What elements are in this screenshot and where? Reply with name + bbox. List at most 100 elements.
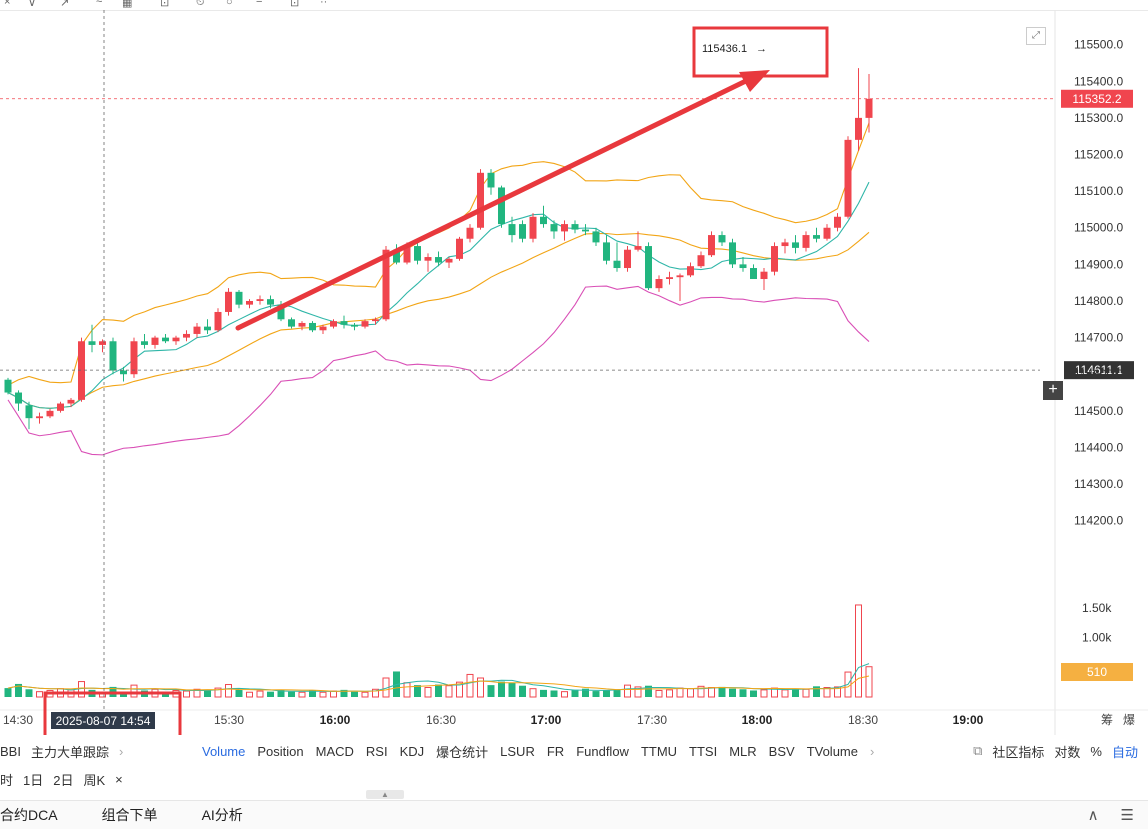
candle-body[interactable]: [708, 235, 715, 256]
candle-body[interactable]: [613, 260, 621, 269]
candle-body[interactable]: [4, 379, 12, 393]
candle-body[interactable]: [750, 268, 757, 280]
candle-body[interactable]: [78, 341, 85, 400]
candle-body[interactable]: [802, 235, 810, 248]
toolbar-btn-2[interactable]: ∨: [28, 0, 37, 9]
log-scale-toggle[interactable]: 对数: [1054, 744, 1081, 760]
candle-body[interactable]: [729, 242, 736, 265]
candle-body[interactable]: [204, 326, 211, 331]
candle-body[interactable]: [487, 172, 495, 188]
indicator-tab-macd[interactable]: MACD: [315, 743, 354, 759]
candle-body[interactable]: [634, 246, 642, 250]
indicator-tab-volume[interactable]: Volume: [202, 743, 246, 759]
chevron-right-icon[interactable]: ›: [870, 743, 875, 759]
candle-body[interactable]: [645, 246, 652, 289]
period-2d[interactable]: 2日: [53, 772, 74, 788]
toolbar-btn-9[interactable]: −: [256, 0, 263, 8]
close-icon[interactable]: ×: [115, 771, 123, 787]
toolbar-btn-5[interactable]: ▦: [122, 0, 133, 9]
toolbar-btn-7[interactable]: ⏲: [196, 0, 205, 8]
indicator-tab-tvolume[interactable]: TVolume: [806, 743, 858, 759]
candle-body[interactable]: [718, 235, 726, 243]
indicator-main-force[interactable]: 主力大单跟踪: [30, 744, 109, 760]
candle-body[interactable]: [36, 416, 43, 419]
candle-body[interactable]: [393, 249, 400, 263]
candle-body[interactable]: [414, 246, 421, 261]
candle-body[interactable]: [508, 224, 516, 236]
chip-distribution-toggle[interactable]: 筹: [1101, 713, 1113, 727]
candle-body[interactable]: [571, 224, 579, 230]
expand-icon[interactable]: ⤢: [1026, 27, 1046, 45]
candle-body[interactable]: [361, 321, 369, 327]
candle-body[interactable]: [445, 258, 453, 263]
candle-body[interactable]: [477, 172, 484, 228]
candle-body[interactable]: [466, 227, 474, 239]
candle-body[interactable]: [225, 291, 232, 312]
indicator-tab-position[interactable]: Position: [257, 743, 304, 759]
candle-body[interactable]: [88, 341, 96, 345]
auto-scale-toggle[interactable]: 自动: [1111, 744, 1138, 760]
candle-body[interactable]: [193, 326, 201, 334]
toolbar-btn-10[interactable]: ⊡: [290, 0, 300, 9]
candle-body[interactable]: [561, 224, 568, 232]
indicator-tab-kdj[interactable]: KDJ: [399, 743, 425, 759]
candle-body[interactable]: [456, 238, 463, 259]
community-indicator-icon[interactable]: ⧉: [973, 743, 983, 758]
indicator-tab--[interactable]: 爆仓统计: [436, 744, 489, 760]
candle-body[interactable]: [288, 319, 295, 327]
indicator-tab-ttsi[interactable]: TTSI: [689, 743, 718, 759]
period-hour[interactable]: 时: [0, 772, 14, 788]
candle-body[interactable]: [760, 271, 768, 280]
toolbar-btn-11[interactable]: ··: [320, 0, 328, 8]
candle-body[interactable]: [340, 321, 348, 325]
candle-body[interactable]: [330, 321, 337, 327]
period-1d[interactable]: 1日: [23, 772, 44, 788]
candle-body[interactable]: [235, 291, 243, 305]
toolbar-btn-6[interactable]: ⊡: [160, 0, 170, 9]
candle-body[interactable]: [246, 300, 253, 305]
candle-body[interactable]: [624, 249, 631, 269]
add-order-plus-icon[interactable]: +: [1043, 381, 1063, 400]
candle-body[interactable]: [687, 266, 694, 276]
indicator-tab-fundflow[interactable]: Fundflow: [576, 743, 629, 759]
candle-body[interactable]: [865, 98, 873, 118]
candle-body[interactable]: [351, 324, 358, 327]
candle-body[interactable]: [582, 229, 589, 232]
tab-ai-analysis[interactable]: AI分析: [201, 807, 243, 823]
candle-body[interactable]: [676, 275, 684, 278]
percent-scale-toggle[interactable]: %: [1090, 743, 1102, 759]
candle-body[interactable]: [813, 235, 820, 239]
candle-body[interactable]: [172, 337, 180, 342]
toolbar-btn-1[interactable]: ×: [4, 0, 11, 8]
indicator-tab-fr[interactable]: FR: [546, 743, 565, 759]
candle-body[interactable]: [655, 279, 663, 289]
candle-body[interactable]: [256, 299, 264, 301]
toolbar-btn-4[interactable]: ~: [96, 0, 103, 8]
candle-body[interactable]: [277, 304, 285, 320]
candle-body[interactable]: [697, 255, 705, 267]
toolbar-btn-8[interactable]: ○: [226, 0, 233, 8]
candle-body[interactable]: [771, 246, 778, 272]
candle-body[interactable]: [844, 139, 852, 217]
indicator-tab-lsur[interactable]: LSUR: [500, 743, 535, 759]
candle-body[interactable]: [855, 117, 862, 140]
candle-body[interactable]: [781, 242, 789, 247]
candle-body[interactable]: [550, 224, 558, 232]
candle-body[interactable]: [15, 392, 22, 404]
candle-body[interactable]: [382, 249, 390, 320]
candle-body[interactable]: [109, 341, 117, 371]
candle-body[interactable]: [424, 257, 432, 261]
candle-body[interactable]: [403, 246, 411, 263]
candle-body[interactable]: [739, 264, 747, 269]
candle-body[interactable]: [603, 242, 610, 261]
candle-body[interactable]: [67, 399, 75, 404]
liquidation-toggle[interactable]: 爆: [1123, 713, 1135, 727]
menu-icon[interactable]: ☰: [1120, 807, 1134, 824]
chevron-up-icon[interactable]: ∧: [1087, 807, 1099, 824]
candle-body[interactable]: [214, 311, 222, 331]
candle-body[interactable]: [309, 322, 316, 331]
candle-body[interactable]: [298, 322, 306, 327]
candle-body[interactable]: [25, 405, 33, 419]
indicator-tab-bsv[interactable]: BSV: [768, 743, 795, 759]
candle-body[interactable]: [120, 370, 127, 375]
